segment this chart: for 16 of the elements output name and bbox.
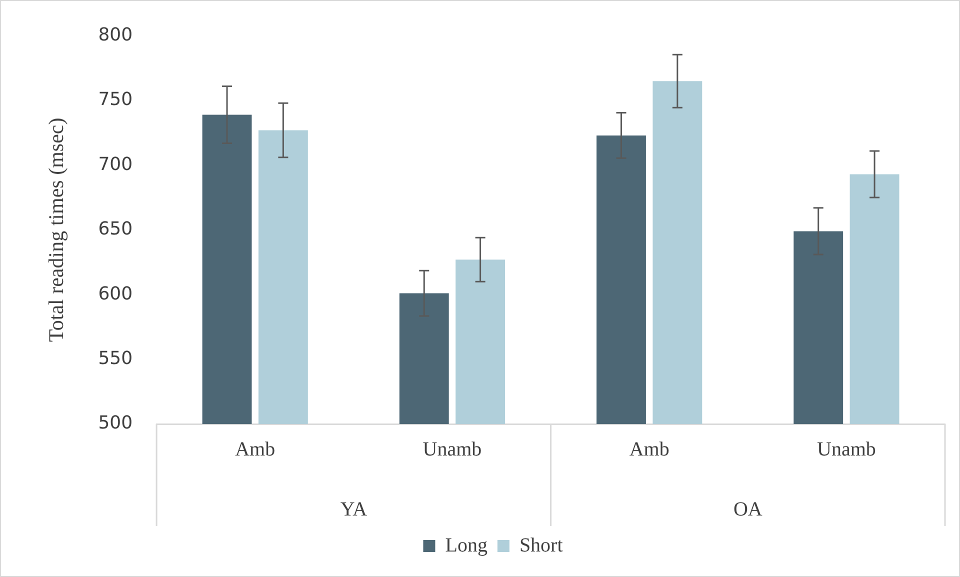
y-tick-label: 750 <box>98 89 133 110</box>
y-tick-label: 700 <box>98 154 133 175</box>
y-tick-label: 650 <box>98 218 133 240</box>
legend-label: Long <box>445 534 488 556</box>
y-axis-title: Total reading times (msec) <box>44 118 68 342</box>
text: YA <box>340 498 368 520</box>
text: OA <box>733 498 763 520</box>
y-tick-label: 550 <box>98 348 133 369</box>
x-tick-label: Amb <box>629 438 670 460</box>
x-tick-label: Unamb <box>817 438 876 460</box>
y-tick-label: 600 <box>98 283 133 304</box>
x-tick-label: Amb <box>235 438 276 460</box>
y-tick-label: 800 <box>98 24 133 46</box>
y-tick-label: 500 <box>98 412 133 434</box>
x-tick-label: Unamb <box>422 438 482 460</box>
legend-label: Short <box>519 534 564 556</box>
